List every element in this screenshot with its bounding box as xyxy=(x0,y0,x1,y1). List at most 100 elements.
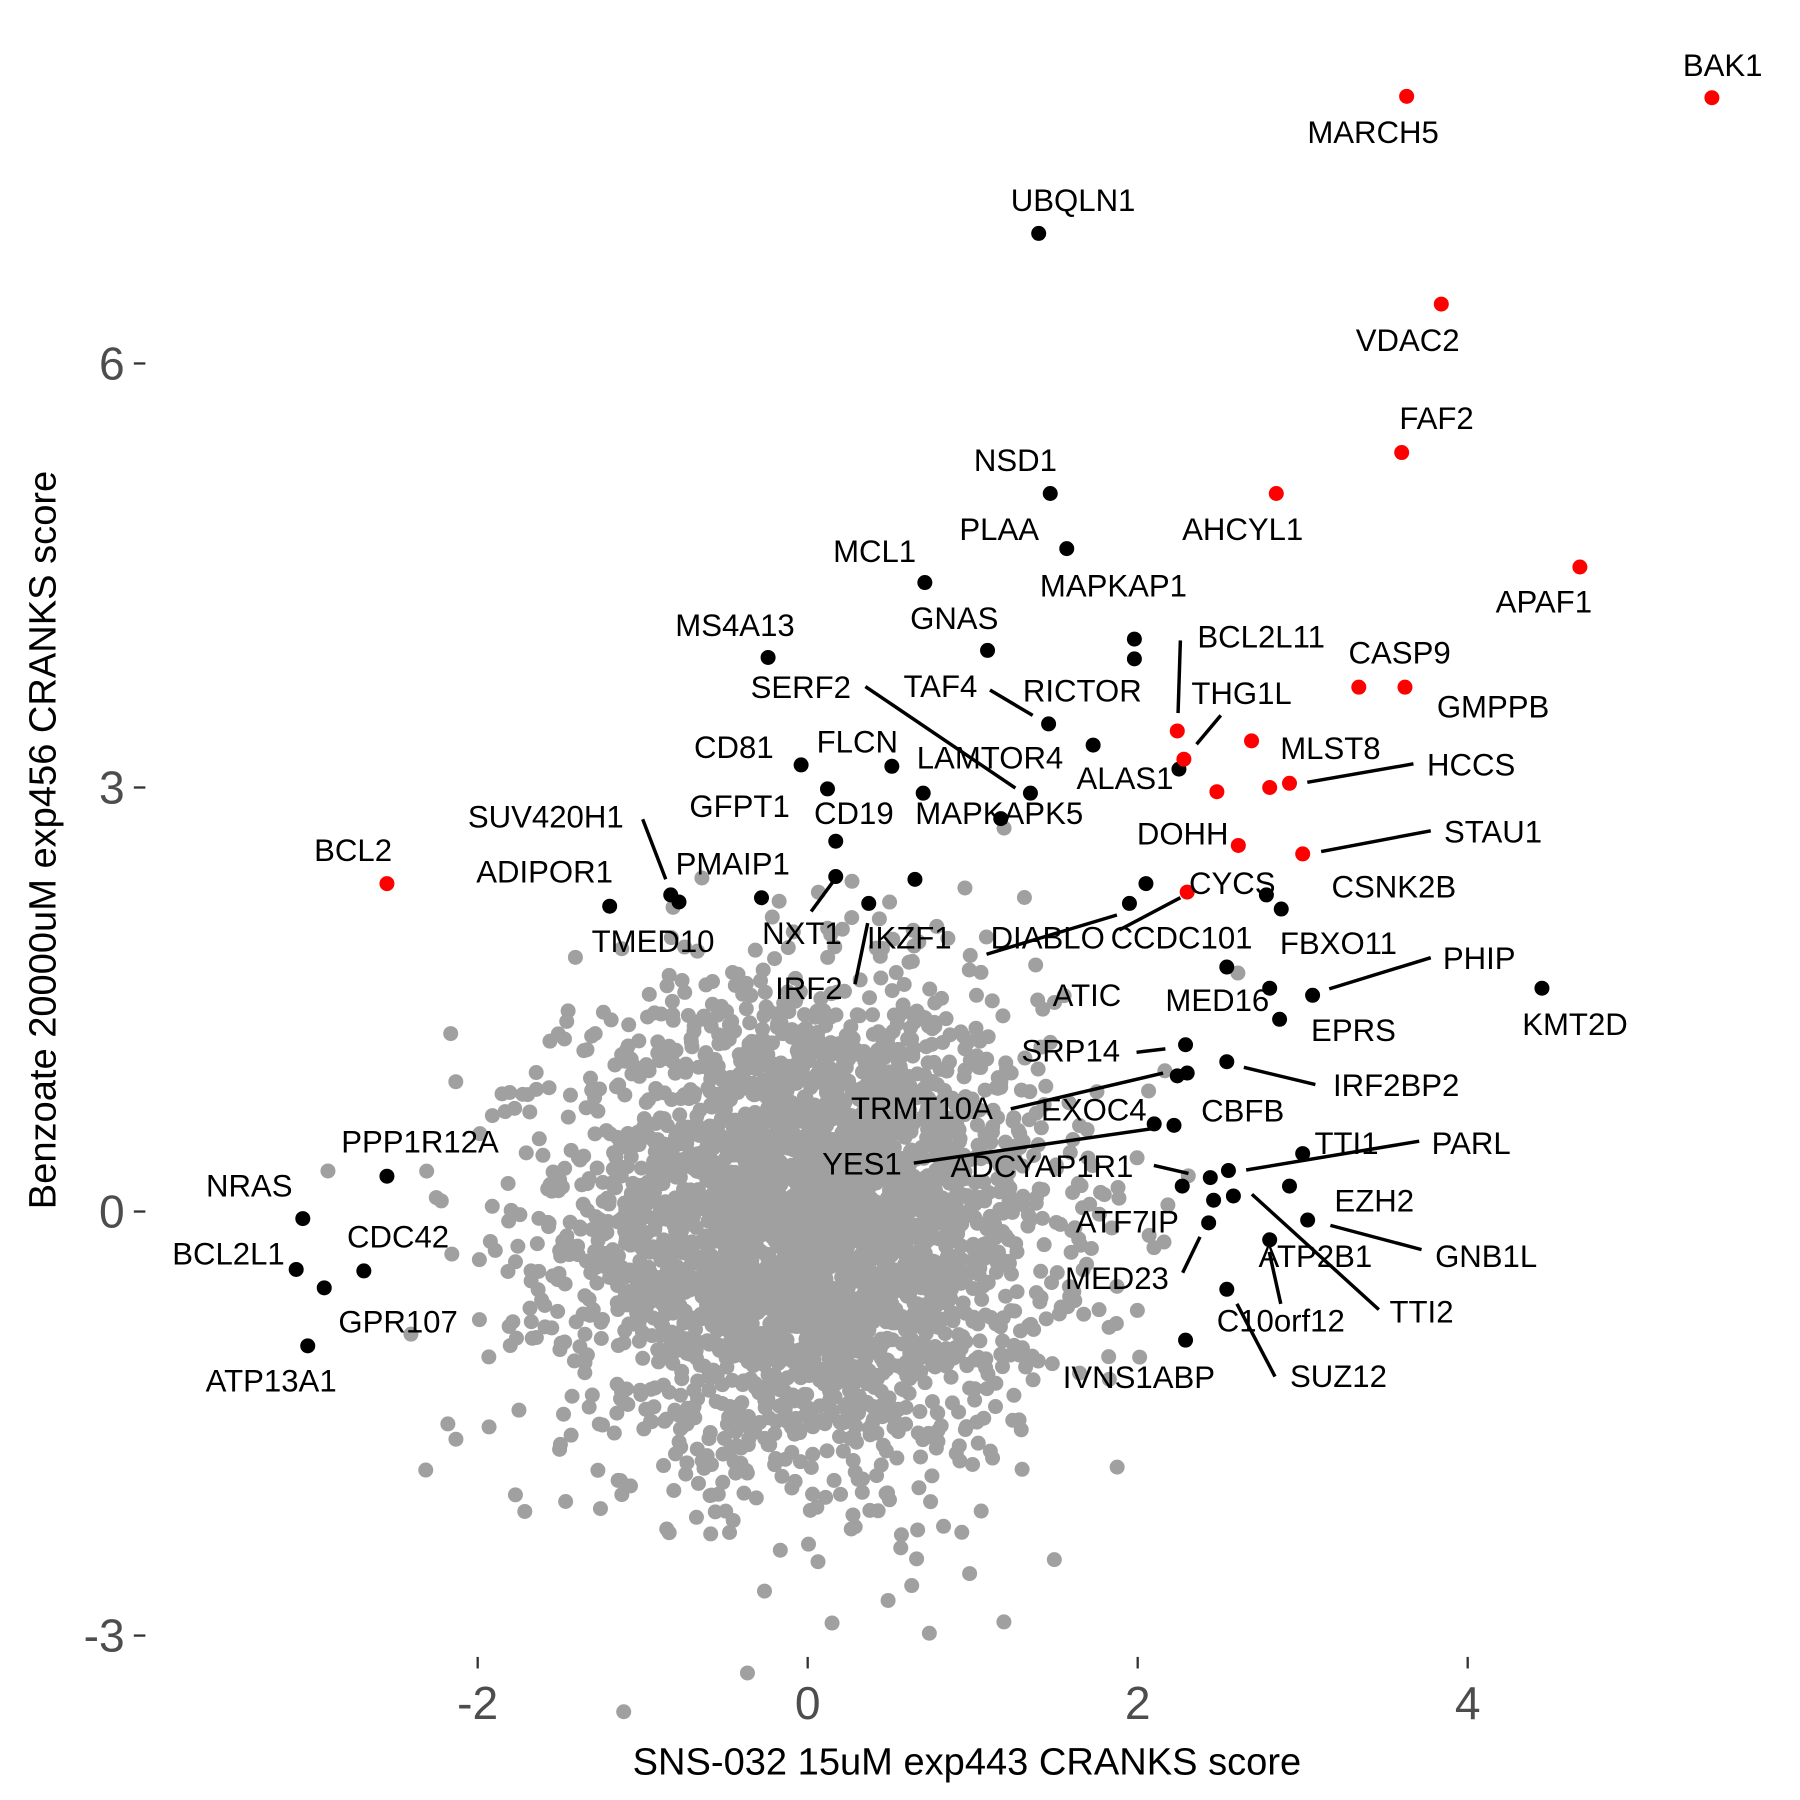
background-point xyxy=(695,1197,711,1213)
background-point xyxy=(1006,1149,1022,1165)
background-point xyxy=(729,1336,745,1352)
point-tti1 xyxy=(1295,1146,1311,1162)
background-point xyxy=(863,1054,879,1070)
background-point xyxy=(990,1110,1006,1126)
background-point xyxy=(896,1185,912,1201)
background-point xyxy=(1230,965,1246,981)
background-point xyxy=(481,1349,497,1365)
background-point xyxy=(1072,1365,1088,1381)
point-vdac2 xyxy=(1433,296,1449,312)
background-point xyxy=(994,1223,1010,1239)
background-point xyxy=(954,1524,970,1540)
label-tmed10: TMED10 xyxy=(592,924,715,959)
background-point xyxy=(973,1503,989,1519)
label-ivns1abp: IVNS1ABP xyxy=(1063,1360,1215,1395)
label-tti1: TTI1 xyxy=(1315,1126,1379,1161)
background-point xyxy=(507,1487,523,1503)
background-point xyxy=(958,1208,974,1224)
background-point xyxy=(877,1028,893,1044)
label-gnb1l: GNB1L xyxy=(1435,1239,1537,1274)
background-point xyxy=(863,1233,879,1249)
background-point xyxy=(901,1068,917,1084)
background-point xyxy=(962,1380,978,1396)
background-point xyxy=(638,1401,654,1417)
background-point xyxy=(632,1382,648,1398)
background-point xyxy=(804,1213,820,1229)
point-stau1 xyxy=(1295,846,1311,862)
background-point xyxy=(950,1347,966,1363)
background-point xyxy=(590,1462,606,1478)
background-point xyxy=(688,1219,704,1235)
background-point xyxy=(765,1035,781,1051)
background-point xyxy=(1051,1306,1067,1322)
background-point xyxy=(696,1126,712,1142)
background-point xyxy=(517,1503,533,1519)
background-point xyxy=(920,1055,936,1071)
background-point xyxy=(918,1430,934,1446)
background-point xyxy=(784,1318,800,1334)
background-point xyxy=(1012,1346,1028,1362)
background-point xyxy=(940,1206,956,1222)
background-point xyxy=(753,1325,769,1341)
background-point xyxy=(722,1525,738,1541)
background-point xyxy=(952,1131,968,1147)
background-point xyxy=(781,1004,797,1020)
background-point xyxy=(771,893,787,909)
background-point xyxy=(996,1614,1012,1630)
point-ms4a13 xyxy=(760,649,776,665)
background-point xyxy=(703,1151,719,1167)
background-point xyxy=(622,1215,638,1231)
background-point xyxy=(698,1228,714,1244)
background-point xyxy=(951,1404,967,1420)
background-point xyxy=(780,1248,796,1264)
background-point xyxy=(912,1404,928,1420)
connector-med23 xyxy=(1181,1236,1202,1274)
background-point xyxy=(824,1407,840,1423)
label-mapkapk5: MAPKAPK5 xyxy=(915,796,1083,831)
background-point xyxy=(638,1094,654,1110)
background-point xyxy=(785,924,801,940)
background-point xyxy=(690,1475,706,1491)
background-point xyxy=(909,1090,925,1106)
background-point xyxy=(891,1055,907,1071)
background-point xyxy=(815,1063,831,1079)
background-point xyxy=(801,1053,817,1069)
background-point xyxy=(683,1034,699,1050)
label-atic: ATIC xyxy=(1053,978,1122,1013)
background-point xyxy=(1052,1216,1068,1232)
connector-suz12 xyxy=(1235,1303,1277,1378)
background-point xyxy=(1101,1371,1117,1387)
background-point xyxy=(579,1042,595,1058)
background-point xyxy=(803,1079,819,1095)
background-point xyxy=(988,1253,1004,1269)
background-point xyxy=(621,1316,637,1332)
background-point xyxy=(715,1474,731,1490)
point-gpr107 xyxy=(316,1280,332,1296)
background-point xyxy=(937,1230,953,1246)
background-point xyxy=(674,1363,690,1379)
label-nsd1: NSD1 xyxy=(974,443,1057,478)
background-point xyxy=(661,967,677,983)
background-point xyxy=(595,1004,611,1020)
background-point xyxy=(694,870,710,886)
background-point xyxy=(599,1190,615,1206)
background-point xyxy=(673,1387,689,1403)
background-point xyxy=(736,1203,752,1219)
background-point xyxy=(558,1493,574,1509)
background-point xyxy=(528,1081,544,1097)
background-point xyxy=(667,1402,683,1418)
background-point xyxy=(740,1437,756,1453)
label-irf2: IRF2 xyxy=(775,971,842,1006)
point-nsd1 xyxy=(1042,486,1058,501)
background-point xyxy=(707,1504,723,1520)
background-point xyxy=(1038,1311,1054,1327)
background-point xyxy=(917,1067,933,1083)
background-point xyxy=(575,1352,591,1368)
background-point xyxy=(926,1014,942,1030)
point-ikzf1 xyxy=(907,871,923,887)
background-point xyxy=(810,1554,826,1570)
background-point xyxy=(834,1101,850,1117)
background-point xyxy=(847,1519,863,1535)
background-point xyxy=(845,1507,861,1523)
background-point xyxy=(852,1393,868,1409)
